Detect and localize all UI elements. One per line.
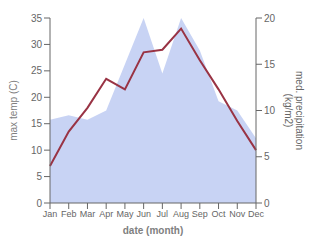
svg-text:15: 15 (31, 118, 43, 129)
svg-text:10: 10 (31, 145, 43, 156)
svg-text:Sep: Sep (192, 209, 208, 219)
svg-text:Oct: Oct (212, 209, 227, 219)
svg-text:30: 30 (31, 39, 43, 50)
svg-text:Aug: Aug (173, 209, 189, 219)
svg-text:date (month): date (month) (123, 225, 184, 236)
svg-text:20: 20 (31, 92, 43, 103)
svg-text:May: May (116, 209, 134, 219)
svg-text:Jul: Jul (157, 209, 169, 219)
svg-text:med. precipitation(kg/m2): med. precipitation(kg/m2) (283, 71, 305, 150)
svg-text:Jun: Jun (136, 209, 151, 219)
svg-text:Dec: Dec (248, 209, 265, 219)
svg-text:5: 5 (36, 171, 42, 182)
svg-text:25: 25 (31, 65, 43, 76)
svg-text:Apr: Apr (99, 209, 113, 219)
svg-text:5: 5 (264, 151, 270, 162)
svg-text:max temp (C): max temp (C) (8, 80, 19, 141)
svg-text:15: 15 (264, 59, 276, 70)
svg-text:20: 20 (264, 13, 276, 24)
svg-text:10: 10 (264, 105, 276, 116)
svg-text:Nov: Nov (229, 209, 246, 219)
svg-text:Mar: Mar (80, 209, 96, 219)
svg-text:35: 35 (31, 13, 43, 24)
svg-text:0: 0 (264, 198, 270, 209)
svg-text:0: 0 (36, 198, 42, 209)
svg-text:Jan: Jan (43, 209, 58, 219)
svg-text:Feb: Feb (61, 209, 77, 219)
